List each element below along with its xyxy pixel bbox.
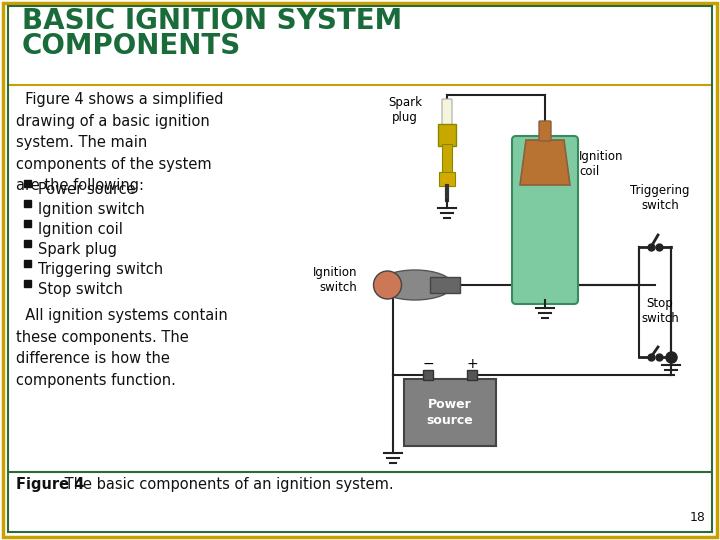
FancyBboxPatch shape — [438, 124, 456, 146]
Text: 18: 18 — [690, 511, 706, 524]
Text: Spark plug: Spark plug — [38, 242, 117, 257]
Bar — [24, 240, 31, 247]
FancyBboxPatch shape — [423, 370, 433, 380]
Text: Figure 4 shows a simplified
drawing of a basic ignition
system. The main
compone: Figure 4 shows a simplified drawing of a… — [16, 92, 223, 193]
Text: BASIC IGNITION SYSTEM: BASIC IGNITION SYSTEM — [22, 7, 402, 35]
FancyBboxPatch shape — [442, 99, 452, 131]
Bar — [24, 280, 31, 287]
Text: Triggering
switch: Triggering switch — [630, 184, 690, 212]
Text: Stop
switch: Stop switch — [641, 297, 679, 325]
FancyBboxPatch shape — [439, 172, 455, 186]
Text: All ignition systems contain
these components. The
difference is how the
compone: All ignition systems contain these compo… — [16, 308, 228, 388]
FancyBboxPatch shape — [512, 136, 578, 304]
Polygon shape — [520, 140, 570, 185]
Ellipse shape — [377, 270, 452, 300]
Bar — [24, 180, 31, 187]
FancyBboxPatch shape — [467, 370, 477, 380]
Text: Ignition switch: Ignition switch — [38, 202, 145, 217]
Text: Spark
plug: Spark plug — [388, 96, 422, 124]
Text: Ignition
switch: Ignition switch — [313, 266, 358, 294]
Text: Triggering switch: Triggering switch — [38, 262, 163, 277]
FancyBboxPatch shape — [404, 379, 496, 446]
Bar — [24, 200, 31, 207]
Text: COMPONENTS: COMPONENTS — [22, 32, 241, 60]
Text: +: + — [466, 357, 478, 371]
Bar — [24, 260, 31, 267]
FancyBboxPatch shape — [442, 144, 452, 176]
Text: Ignition coil: Ignition coil — [38, 222, 123, 237]
Text: Ignition
coil: Ignition coil — [579, 150, 624, 178]
Bar — [24, 220, 31, 227]
FancyBboxPatch shape — [539, 121, 551, 141]
Ellipse shape — [374, 271, 402, 299]
Text: The basic components of an ignition system.: The basic components of an ignition syst… — [60, 477, 394, 492]
FancyBboxPatch shape — [430, 277, 460, 293]
Text: −: − — [422, 357, 434, 371]
Text: Figure 4: Figure 4 — [16, 477, 84, 492]
Text: Power
source: Power source — [427, 399, 473, 427]
Text: Stop switch: Stop switch — [38, 282, 123, 297]
Text: Power source: Power source — [38, 182, 135, 197]
